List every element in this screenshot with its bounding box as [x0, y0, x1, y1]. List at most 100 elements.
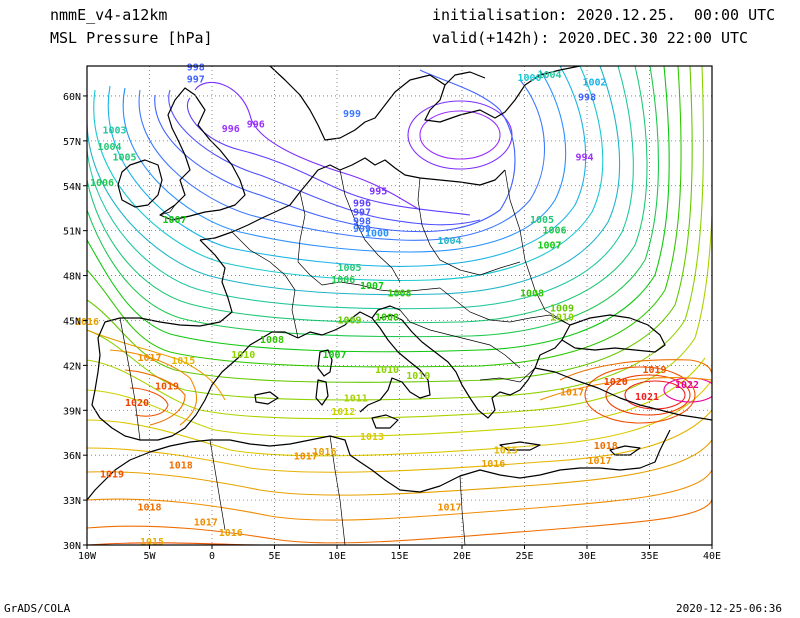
- axis-ticks: [83, 95, 713, 549]
- isobar-label: 1007: [322, 350, 346, 361]
- initialisation-time: initialisation: 2020.12.25. 00:00 UTC: [432, 6, 776, 24]
- lat-tick-label: 54N: [63, 182, 81, 193]
- isobar-label: 1010: [406, 371, 430, 382]
- isobar-label: 1006: [90, 178, 114, 189]
- isobar-label: 1004: [97, 142, 121, 153]
- isobar-label: 1017: [587, 456, 611, 467]
- isobar-label: 1016: [219, 528, 243, 539]
- isobar-label: 1007: [360, 281, 384, 292]
- isobar-label: 997: [187, 74, 205, 85]
- isobar-label: 1015: [171, 356, 195, 367]
- isobar-label: 1017: [194, 518, 218, 529]
- isobar-label: 1010: [375, 365, 399, 376]
- isobar-label: 1005: [530, 215, 554, 226]
- isobar-label: 1016: [312, 447, 336, 458]
- lon-tick-label: 5E: [268, 551, 280, 562]
- lat-tick-label: 60N: [63, 92, 81, 103]
- isobar-label: 1005: [337, 263, 361, 274]
- isobar-label: 1006: [331, 275, 355, 286]
- isobar-label: 1018: [137, 503, 161, 514]
- isobar-label: 1015: [494, 446, 518, 457]
- lon-tick-label: 35E: [640, 551, 658, 562]
- isobar-label: 999: [353, 224, 371, 235]
- lat-tick-label: 39N: [63, 406, 81, 417]
- isobar-label: 1003: [102, 125, 126, 136]
- footer-timestamp: 2020-12-25-06:36: [676, 602, 782, 615]
- isobar-label: 1012: [331, 407, 355, 418]
- latitude-axis-labels: 60N 57N 54N 51N 48N 45N 42N 39N 36N 33N 30N: [63, 92, 81, 552]
- isobar-label: 1017: [294, 452, 318, 463]
- lon-tick-label: 10W: [78, 551, 97, 562]
- model-name: nmmE_v4-a12km: [50, 6, 168, 24]
- lon-tick-label: 0: [209, 551, 215, 562]
- isobar-label: 1021: [635, 392, 659, 403]
- isobar-label: 1010: [550, 312, 574, 323]
- isobar-label: 1008: [375, 312, 399, 323]
- isobar-label: 996: [247, 119, 265, 130]
- isobar-label: 996: [222, 124, 240, 135]
- isobar-label: 1008: [387, 289, 411, 300]
- lon-tick-label: 10E: [328, 551, 346, 562]
- isobar-lines: [87, 66, 712, 545]
- isobar-label: 1000: [365, 229, 389, 240]
- isobar-label: 1017: [560, 387, 584, 398]
- lon-tick-label: 5W: [143, 551, 156, 562]
- lat-tick-label: 42N: [63, 361, 81, 372]
- isobar-label: 1011: [344, 393, 368, 404]
- isobar-label: 1015: [140, 537, 164, 548]
- lon-tick-label: 40E: [703, 551, 721, 562]
- lat-tick-label: 51N: [63, 227, 81, 238]
- isobar-label: 1018: [594, 441, 618, 452]
- isobar-label: 1019: [642, 365, 666, 376]
- lat-tick-label: 45N: [63, 316, 81, 327]
- isobar-label: 996: [353, 199, 371, 210]
- isobar-label: 1009: [550, 303, 574, 314]
- lon-tick-label: 30E: [578, 551, 596, 562]
- lon-tick-label: 15E: [390, 551, 408, 562]
- isobar-label: 1008: [520, 289, 544, 300]
- isobar-label: 1020: [125, 398, 149, 409]
- isobar-label: 998: [187, 62, 205, 73]
- isobar-label: 1010: [231, 350, 255, 361]
- isobar-label: 1007: [537, 241, 561, 252]
- isobar-label: 1017: [437, 503, 461, 514]
- isobar-label: 1006: [542, 226, 566, 237]
- isobar-label: 1002: [582, 77, 606, 88]
- isobar-label: 1013: [360, 432, 384, 443]
- isobar-label: 1000: [517, 73, 541, 84]
- isobar-label: 1022: [675, 380, 699, 391]
- lon-tick-label: 20E: [453, 551, 471, 562]
- isobar-label: 998: [353, 217, 371, 228]
- isobar-label: 1020: [604, 377, 628, 388]
- valid-time: valid(+142h): 2020.DEC.30 22:00 UTC: [432, 29, 749, 47]
- isobar-label: 1018: [169, 461, 193, 472]
- lat-tick-label: 48N: [63, 272, 81, 283]
- isobar-label: 997: [353, 208, 371, 219]
- isobar-label: 998: [578, 92, 596, 103]
- country-borders: [119, 169, 571, 545]
- isobar-label: 1005: [112, 152, 136, 163]
- isobar-label: 1008: [260, 335, 284, 346]
- isobar-label: 999: [343, 109, 361, 120]
- isobar-label: 1016: [481, 459, 505, 470]
- lon-tick-label: 25E: [515, 551, 533, 562]
- isobar-label: 1019: [100, 470, 124, 481]
- isobar-label: 1007: [162, 215, 186, 226]
- lat-tick-label: 36N: [63, 451, 81, 462]
- isobar-label: 1004: [537, 70, 561, 81]
- lat-lon-gridlines: [87, 66, 712, 545]
- isobar-label: 1017: [137, 353, 161, 364]
- coastlines: [87, 66, 712, 501]
- isobar-label: 995: [369, 187, 387, 198]
- lat-tick-label: 30N: [63, 541, 81, 552]
- isobar-label: 1009: [337, 315, 361, 326]
- field-name: MSL Pressure [hPa]: [50, 29, 213, 47]
- longitude-axis-labels: 10W 5W 0 5E 10E 15E 20E 25E 30E 35E 40E: [78, 551, 721, 562]
- isobar-label: 1004: [437, 236, 461, 247]
- isobar-label: 1019: [155, 381, 179, 392]
- footer-software: GrADS/COLA: [4, 602, 71, 615]
- lat-tick-label: 57N: [63, 137, 81, 148]
- isobar-label: 994: [575, 152, 593, 163]
